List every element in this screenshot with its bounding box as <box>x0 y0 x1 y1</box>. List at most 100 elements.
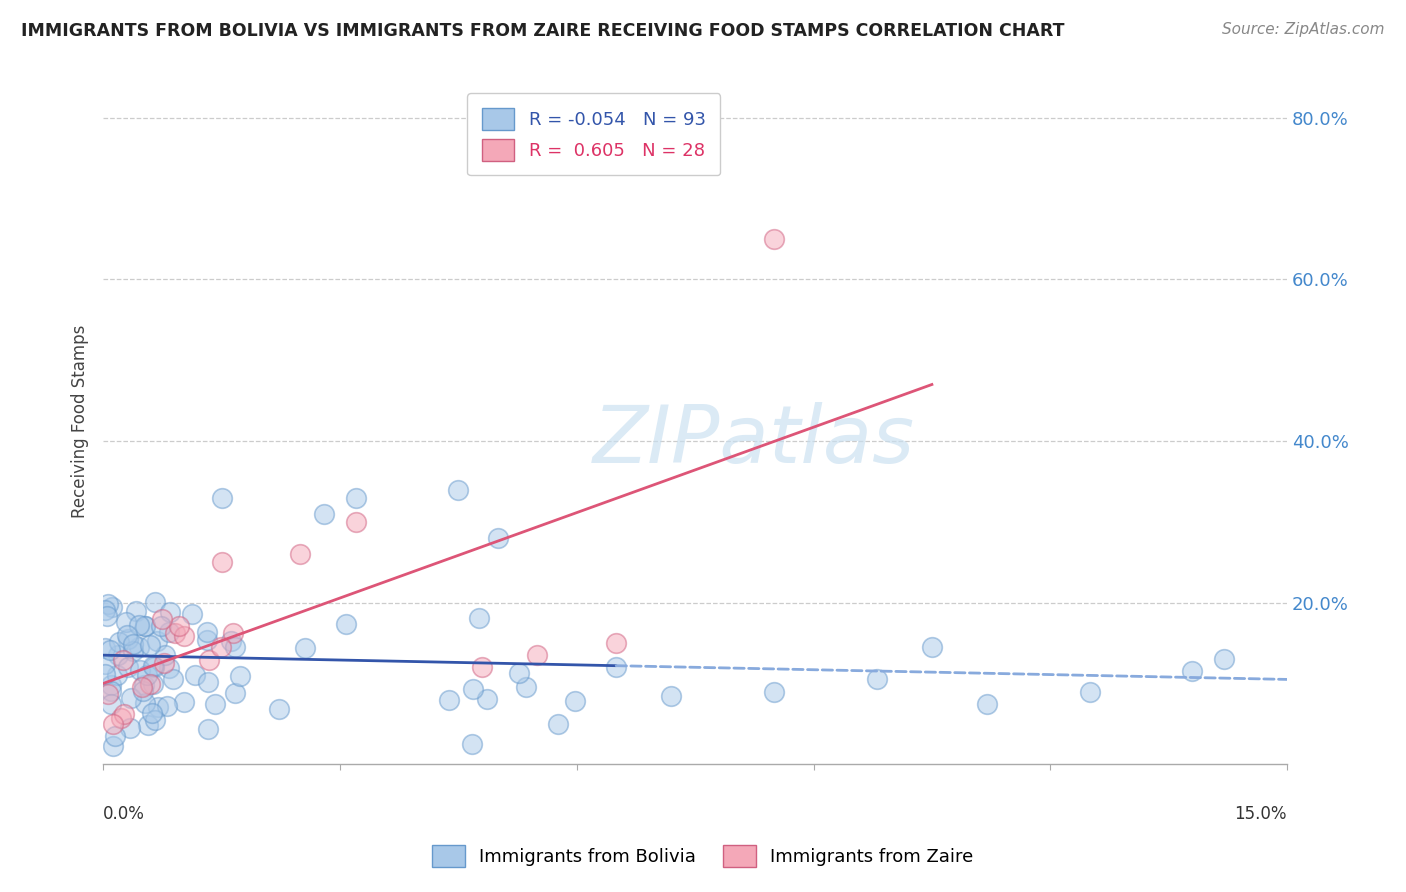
Point <box>146 700 169 714</box>
Point <box>150 612 173 626</box>
Point <box>437 693 460 707</box>
Point <box>94 603 117 617</box>
Point <box>97 687 120 701</box>
Point <box>100 643 122 657</box>
Point <box>477 692 499 706</box>
Point <box>163 625 186 640</box>
Point <box>107 635 129 649</box>
Point <box>115 615 138 630</box>
Point <box>96 609 118 624</box>
Point <box>97 597 120 611</box>
Point <box>294 640 316 655</box>
Point <box>508 665 530 680</box>
Point <box>515 680 537 694</box>
Point <box>204 697 226 711</box>
Point <box>134 619 156 633</box>
Point <box>1078 684 1101 698</box>
Point <box>128 640 150 655</box>
Point <box>142 659 165 673</box>
Text: Source: ZipAtlas.com: Source: ZipAtlas.com <box>1222 22 1385 37</box>
Point <box>141 706 163 721</box>
Point <box>121 644 143 658</box>
Point <box>267 702 290 716</box>
Point <box>335 616 357 631</box>
Point <box>157 661 180 675</box>
Point <box>149 619 172 633</box>
Point <box>136 717 159 731</box>
Point <box>159 606 181 620</box>
Point <box>143 714 166 728</box>
Point <box>93 657 115 671</box>
Point <box>605 660 627 674</box>
Point <box>101 739 124 754</box>
Point <box>107 648 129 662</box>
Point <box>463 681 485 696</box>
Point <box>195 625 218 640</box>
Point <box>763 684 786 698</box>
Point <box>1181 665 1204 679</box>
Point <box>100 684 122 698</box>
Text: 0.0%: 0.0% <box>103 805 145 823</box>
Y-axis label: Receiving Food Stamps: Receiving Food Stamps <box>72 324 89 517</box>
Point <box>195 633 218 648</box>
Point <box>117 628 139 642</box>
Text: ZIPatlas: ZIPatlas <box>593 402 915 481</box>
Point <box>471 660 494 674</box>
Point <box>197 675 219 690</box>
Point <box>93 667 115 681</box>
Point <box>118 721 141 735</box>
Point <box>143 595 166 609</box>
Point <box>344 491 367 505</box>
Point <box>447 483 470 497</box>
Point <box>104 729 127 743</box>
Point <box>173 694 195 708</box>
Point <box>134 696 156 710</box>
Point <box>173 629 195 643</box>
Point <box>605 636 627 650</box>
Point <box>461 737 484 751</box>
Point <box>112 653 135 667</box>
Text: IMMIGRANTS FROM BOLIVIA VS IMMIGRANTS FROM ZAIRE RECEIVING FOOD STAMPS CORRELATI: IMMIGRANTS FROM BOLIVIA VS IMMIGRANTS FR… <box>21 22 1064 40</box>
Point <box>547 716 569 731</box>
Point <box>169 619 191 633</box>
Point <box>157 624 180 639</box>
Point <box>468 610 491 624</box>
Legend: R = -0.054   N = 93, R =  0.605   N = 28: R = -0.054 N = 93, R = 0.605 N = 28 <box>467 94 720 176</box>
Point <box>211 555 233 569</box>
Point <box>139 638 162 652</box>
Point <box>290 547 312 561</box>
Point <box>117 660 139 674</box>
Point <box>763 232 786 246</box>
Point <box>128 618 150 632</box>
Point <box>105 668 128 682</box>
Point <box>131 680 153 694</box>
Point <box>156 698 179 713</box>
Point <box>129 663 152 677</box>
Point <box>100 698 122 712</box>
Point <box>152 656 174 670</box>
Point <box>1213 652 1236 666</box>
Point <box>93 641 115 656</box>
Point <box>184 668 207 682</box>
Point <box>142 660 165 674</box>
Point <box>197 722 219 736</box>
Point <box>921 640 943 654</box>
Point <box>103 717 125 731</box>
Point <box>222 625 245 640</box>
Point <box>146 634 169 648</box>
Point <box>211 491 233 505</box>
Point <box>100 678 122 692</box>
Point <box>122 637 145 651</box>
Point <box>132 678 155 692</box>
Point <box>197 653 219 667</box>
Point <box>134 619 156 633</box>
Point <box>224 686 246 700</box>
Point <box>526 648 548 663</box>
Point <box>162 672 184 686</box>
Point <box>866 673 889 687</box>
Point <box>221 633 243 648</box>
Point <box>564 694 586 708</box>
Point <box>209 640 232 654</box>
Point <box>153 648 176 663</box>
Point <box>661 689 683 703</box>
